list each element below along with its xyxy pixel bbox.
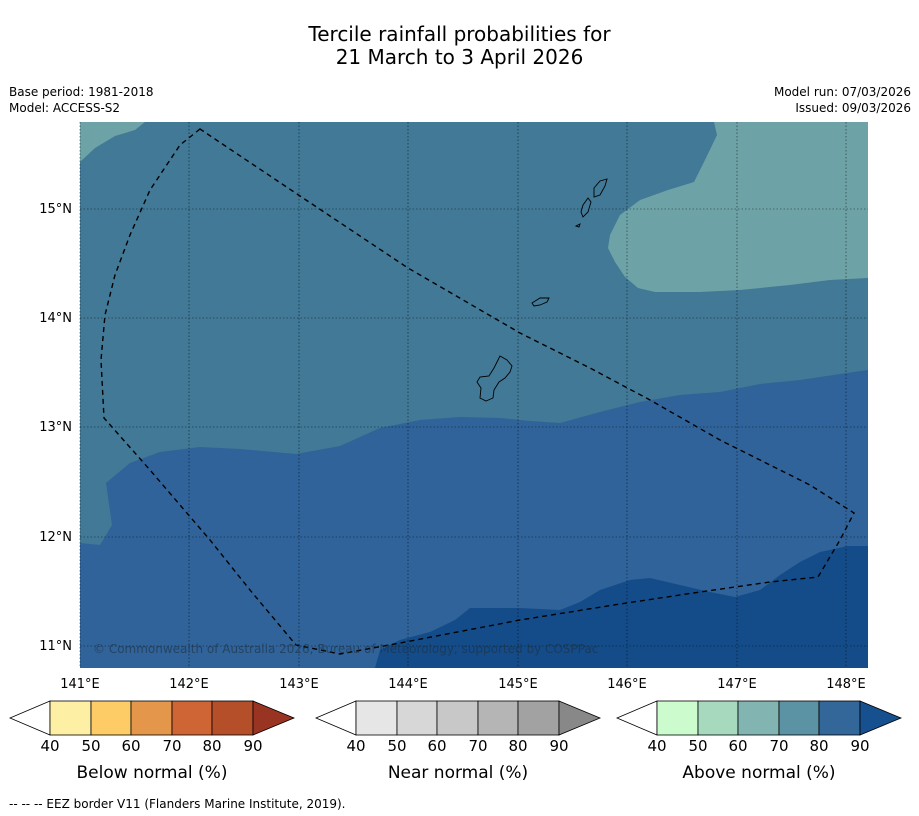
lon-label-144: 144°E [388, 677, 428, 692]
above-tick-40: 40 [647, 737, 666, 755]
above-tick-80: 80 [809, 737, 828, 755]
colorbar-below-normal [8, 700, 296, 736]
below-tick-80: 80 [202, 737, 221, 755]
probability-field [80, 122, 868, 668]
lon-label-145: 145°E [498, 677, 538, 692]
near-tick-50: 50 [387, 737, 406, 755]
near-tick-70: 70 [468, 737, 487, 755]
region-above-90-plus [375, 546, 868, 668]
lon-label-146: 146°E [607, 677, 647, 692]
colorbar-ticks: 40 50 60 70 80 90 40 50 60 70 80 90 40 5… [40, 737, 869, 755]
graticule [79, 122, 868, 668]
above-swatch-60-70 [737, 700, 780, 736]
near-swatch-70-80 [477, 700, 519, 736]
above-swatch-40-50 [656, 700, 699, 736]
colorbar-near-normal [314, 700, 602, 736]
above-tick-90: 90 [850, 737, 869, 755]
title-line-2: 21 March to 3 April 2026 [335, 45, 584, 69]
region-above-60-70-northwest [80, 122, 145, 162]
below-normal-label: Below normal (%) [77, 763, 228, 783]
island-aguijan [574, 223, 581, 228]
meta-left: Base period: 1981-2018 Model: ACCESS-S2 [9, 84, 154, 116]
near-swatch-under [314, 700, 357, 736]
above-swatch-under [615, 700, 658, 736]
below-tick-40: 40 [40, 737, 59, 755]
colorbar-labels: Below normal (%) Near normal (%) Above n… [77, 763, 836, 783]
chart-title: Tercile rainfall probabilities for 21 Ma… [0, 23, 919, 69]
lon-label-141: 141°E [60, 677, 100, 692]
lat-label-14: 14°N [39, 311, 72, 326]
below-tick-60: 60 [121, 737, 140, 755]
near-normal-label: Near normal (%) [388, 763, 528, 783]
eez-border [100, 128, 855, 655]
longitude-labels: 141°E 142°E 143°E 144°E 145°E 146°E 147°… [60, 677, 866, 692]
near-swatch-50-60 [396, 700, 438, 736]
below-tick-90: 90 [243, 737, 262, 755]
island-saipan [593, 178, 608, 198]
islands [476, 178, 608, 402]
near-swatch-80-90 [517, 700, 560, 736]
below-swatch-50-60 [90, 700, 132, 736]
below-swatch-60-70 [130, 700, 173, 736]
below-swatch-80-90 [211, 700, 254, 736]
below-swatch-40-50 [49, 700, 92, 736]
near-tick-90: 90 [549, 737, 568, 755]
latitude-labels: 15°N 14°N 13°N 12°N 11°N [39, 202, 72, 654]
lon-label-147: 147°E [717, 677, 757, 692]
above-tick-50: 50 [688, 737, 707, 755]
lat-label-11: 11°N [39, 639, 72, 654]
lat-label-12: 12°N [39, 530, 72, 545]
above-swatch-70-80 [778, 700, 820, 736]
island-tinian [580, 197, 592, 218]
meta-right: Model run: 07/03/2026 Issued: 09/03/2026 [774, 84, 911, 116]
eez-footnote: -- -- -- EEZ border V11 (Flanders Marine… [9, 797, 346, 811]
near-swatch-60-70 [436, 700, 479, 736]
near-tick-40: 40 [346, 737, 365, 755]
above-swatch-80-90 [818, 700, 861, 736]
island-rota [531, 297, 550, 307]
lat-label-13: 13°N [39, 420, 72, 435]
colorbar-above-normal [615, 700, 903, 736]
above-swatch-50-60 [697, 700, 739, 736]
above-tick-60: 60 [728, 737, 747, 755]
title-line-1: Tercile rainfall probabilities for [308, 22, 611, 46]
lon-label-143: 143°E [279, 677, 319, 692]
below-swatch-70-80 [171, 700, 213, 736]
model-name: Model: ACCESS-S2 [9, 101, 121, 115]
above-normal-label: Above normal (%) [682, 763, 835, 783]
above-swatch-over [859, 700, 903, 736]
lat-label-15: 15°N [39, 202, 72, 217]
above-tick-70: 70 [769, 737, 788, 755]
issued-date: Issued: 09/03/2026 [795, 101, 911, 115]
lon-label-148: 148°E [826, 677, 866, 692]
base-period: Base period: 1981-2018 [9, 85, 154, 99]
region-above-60-70-northeast [608, 122, 868, 292]
copyright-note: © Commonwealth of Australia 2026, Bureau… [93, 642, 598, 656]
below-swatch-over [252, 700, 296, 736]
near-tick-80: 80 [508, 737, 527, 755]
below-swatch-under [8, 700, 51, 736]
island-guam [476, 355, 513, 402]
near-tick-60: 60 [427, 737, 446, 755]
near-swatch-40-50 [355, 700, 398, 736]
below-tick-50: 50 [81, 737, 100, 755]
below-tick-70: 70 [162, 737, 181, 755]
near-swatch-over [558, 700, 602, 736]
lon-label-142: 142°E [169, 677, 209, 692]
model-run: Model run: 07/03/2026 [773, 85, 911, 99]
